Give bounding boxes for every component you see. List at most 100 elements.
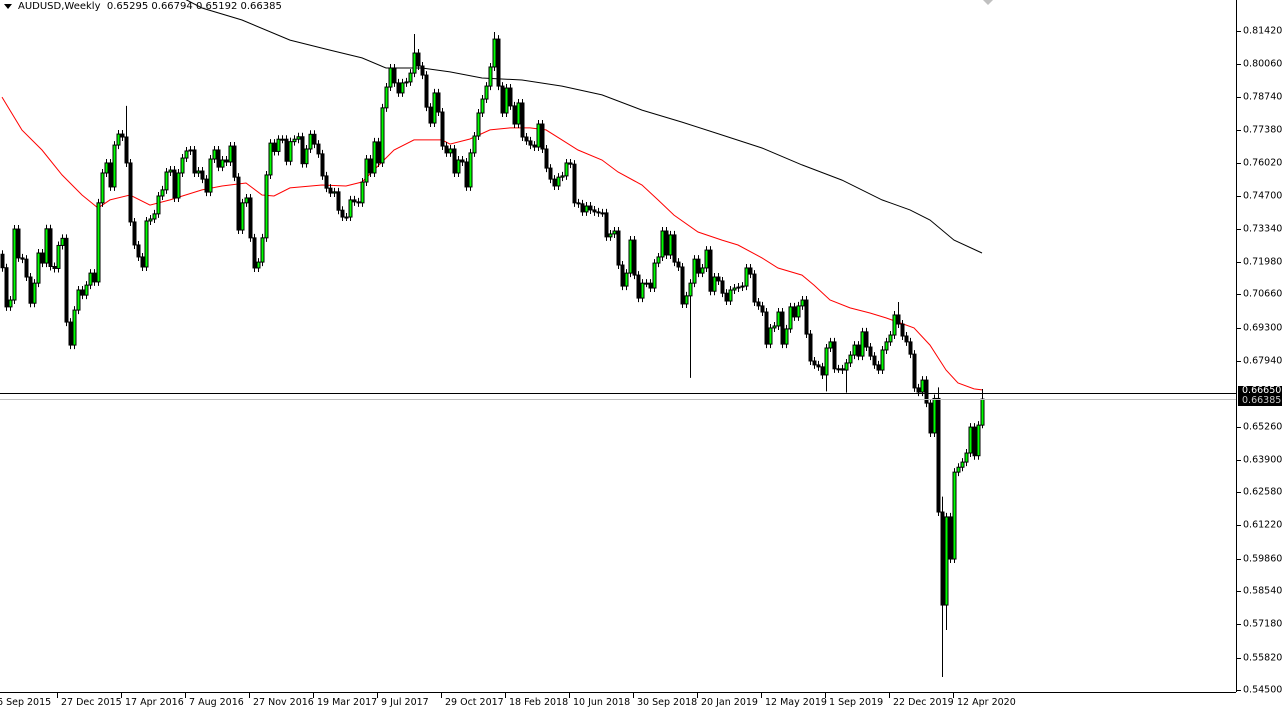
candle: [348, 195, 353, 222]
candle: [628, 236, 633, 278]
candle-body-bear: [24, 258, 29, 278]
candle-body-bull: [412, 52, 417, 74]
candle: [848, 351, 853, 367]
time-label: 27 Dec 2015: [61, 697, 122, 708]
candle: [196, 167, 201, 177]
candle-body-bull: [960, 461, 965, 468]
candle: [360, 178, 365, 207]
candle: [912, 350, 917, 392]
candle-body-bull: [304, 148, 309, 165]
candle-body-bear: [284, 138, 289, 162]
candle-body-bear: [812, 360, 817, 366]
candle: [384, 83, 389, 112]
candle-body-bear: [428, 106, 433, 124]
candle: [736, 283, 741, 293]
candle: [52, 262, 57, 273]
candle: [708, 246, 713, 296]
candle: [388, 63, 393, 92]
candle-body-bear: [804, 299, 809, 335]
candle-body-bear: [28, 276, 33, 304]
candle-body-bull: [772, 325, 777, 329]
ohlc-close: 0.66385: [240, 1, 282, 12]
time-label: 9 Jul 2017: [381, 697, 429, 708]
candle-body-bear: [204, 178, 209, 193]
candle: [380, 103, 385, 167]
candle-body-bull: [488, 66, 493, 87]
candle: [112, 141, 117, 191]
candle-body-bear: [672, 234, 677, 263]
time-label: 22 Dec 2019: [893, 697, 954, 708]
candle-body-bear: [856, 344, 861, 357]
candle: [324, 171, 329, 193]
candle-body-bull: [164, 171, 169, 191]
candle: [668, 230, 673, 259]
candle-body-bull: [96, 202, 101, 283]
candle: [16, 225, 21, 262]
candle-body-bull: [740, 285, 745, 288]
candle: [72, 306, 77, 350]
candle: [8, 296, 13, 311]
candle: [856, 341, 861, 361]
time-axis[interactable]: 6 Sep 2015 27 Dec 2015 17 Apr 2016 7 Aug 20…: [0, 692, 1236, 715]
candle-body-bear: [356, 201, 361, 204]
candle-body-bull: [516, 102, 521, 125]
candle-body-bear: [576, 202, 581, 205]
candle-body-bull: [264, 174, 269, 239]
candle: [900, 320, 905, 341]
candle-body-bear: [272, 142, 277, 152]
candle-body-bear: [232, 145, 237, 178]
candle: [188, 145, 193, 155]
candle: [976, 421, 981, 460]
candle-body-bear: [948, 516, 953, 560]
candle-body-bull: [348, 199, 353, 218]
candle: [572, 160, 577, 207]
candle: [256, 258, 261, 272]
candle-body-bear: [764, 311, 769, 345]
candle: [556, 173, 561, 190]
candle-body-bull: [8, 299, 13, 308]
price-tick: [1237, 294, 1241, 296]
time-label: 1 Sep 2019: [829, 697, 884, 708]
chart-area[interactable]: AUDUSD,Weekly 0.65295 0.66794 0.65192 0.…: [0, 0, 1236, 692]
candle: [40, 249, 45, 268]
candle: [544, 144, 549, 173]
candle: [648, 279, 653, 293]
candle-body-bear: [632, 239, 637, 276]
collapse-triangle-icon[interactable]: [4, 3, 12, 9]
candle: [860, 327, 865, 361]
price-chart[interactable]: [0, 0, 1236, 692]
candle: [760, 301, 765, 317]
candle: [780, 308, 785, 349]
candle: [716, 273, 721, 285]
candle-body-bear: [136, 244, 141, 258]
candle-body-bull: [796, 305, 801, 318]
candle: [936, 387, 941, 517]
candle: [420, 62, 425, 80]
candle: [784, 324, 789, 349]
candle-body-bear: [0, 253, 5, 269]
candle: [284, 135, 289, 166]
candle-body-bull: [828, 341, 833, 349]
candle: [48, 224, 53, 271]
candle: [340, 206, 345, 222]
candle-body-bear: [436, 92, 441, 113]
candle-body-bull: [968, 426, 973, 454]
candle-body-bear: [916, 387, 921, 393]
candle-body-bull: [848, 354, 853, 364]
time-label: 27 Nov 2016: [253, 697, 314, 708]
candle: [336, 187, 341, 215]
candle: [124, 105, 129, 167]
price-tick: [1237, 591, 1241, 593]
price-axis[interactable]: 0.66650 0.66385 0.81420 0.80060 0.78740 0.7…: [1236, 0, 1282, 696]
chart-shift-marker-icon[interactable]: [983, 0, 993, 5]
candle: [888, 331, 893, 346]
candle: [300, 132, 305, 168]
candle-body-bull: [276, 138, 281, 152]
candle-body-bull: [468, 152, 473, 188]
candle: [292, 135, 297, 146]
time-tick: [633, 693, 634, 698]
candle-body-bull: [660, 230, 665, 258]
candle: [920, 376, 925, 397]
candle: [444, 142, 449, 157]
candle: [372, 137, 377, 177]
